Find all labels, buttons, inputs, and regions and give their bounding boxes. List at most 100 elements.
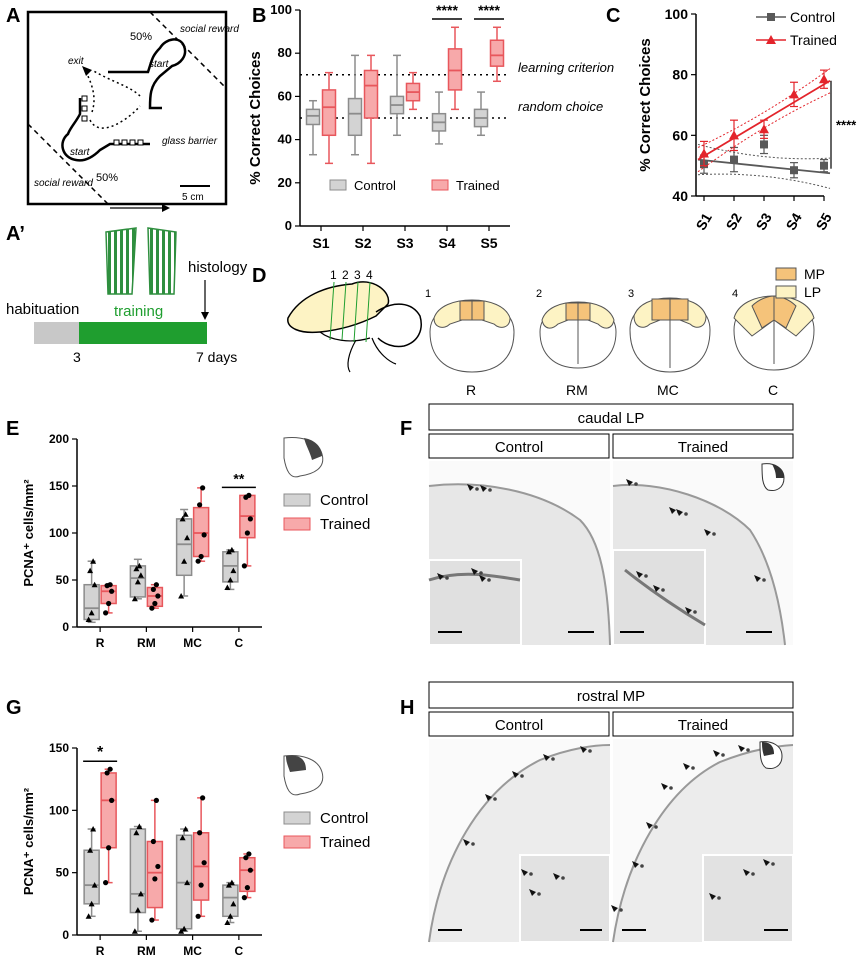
chartG-point-trained-2-2 [201,860,207,866]
chartB-ytick-label-1: 20 [278,175,292,190]
chartE-point-trained-1-3 [150,586,156,593]
chartB-ytick-label-0: 0 [285,218,292,233]
chartE-box-trained-0 [100,584,117,605]
micrograph-cell-16 [551,757,555,761]
micrograph-arrowhead-14 [485,794,492,801]
chart-g: 0 50 100 150 PCNA⁺ cells/mm² R RM MC C * [21,741,262,958]
chartE-point-trained-3-0 [241,563,247,569]
micrograph-arrowhead-17 [580,746,587,753]
chartE-box-control-0 [83,583,100,621]
micrograph-cell-19 [537,892,541,896]
chartE-ytick-label-2: 100 [49,526,69,540]
d-slice-name-3: MC [657,382,679,398]
h-control-box [428,711,610,737]
chartC-point-trained-2 [759,124,769,134]
chartE-y-label: PCNA⁺ cells/mm² [21,479,36,587]
chartE-point-control-3-1 [227,577,234,583]
chart-e: 0 50 100 150 200 PCNA⁺ cells/mm² R RM MC C ** [21,432,262,650]
chartC-y-label: % Correct Choices [637,38,654,171]
micrograph-cell-11 [661,588,665,592]
h-trained-label: Trained [678,717,728,734]
chartE-point-trained-2-4 [200,485,206,491]
c-legend-trained-marker [766,35,776,44]
micrograph-cell-10 [644,574,648,578]
timeline-histology: histology [188,259,248,276]
chartE-point-trained-2-0 [195,558,201,564]
micrograph-arrowhead-13 [463,839,470,846]
chartG-point-trained-1-0 [149,917,155,923]
chartG-point-trained-0-1 [106,845,112,851]
chartB-sig-label-1: **** [478,2,500,18]
chartG-point-control-3-4 [228,879,235,886]
d-legend-lp: LP [804,284,821,300]
c-legend-control-marker [767,13,775,21]
chartG-point-control-2-3 [179,834,186,841]
maze-pct-top: 50% [130,31,152,43]
chartE-point-control-0-3 [87,567,94,574]
chartC-point-trained-1 [729,130,739,140]
brain-sections [429,295,815,373]
chartB-ytick-label-5: 100 [270,2,292,17]
micrograph-cell-28 [717,896,721,900]
chartE-point-trained-2-2 [201,532,207,538]
chartG-point-trained-0-2 [109,797,115,803]
chartE-point-trained-0-2 [109,588,115,594]
h-trained-box [612,711,794,737]
micrograph-cell-18 [561,876,565,880]
chartE-point-trained-2-1 [198,553,204,560]
micrograph-cell-5 [634,482,638,486]
chartC-point-control-1 [730,155,738,164]
chartG-point-trained-1-1 [152,876,158,882]
micrograph-arrowhead-22 [646,822,653,829]
chartG-point-control-3-1 [227,913,234,919]
chartG-sig-label-0: * [97,744,104,761]
micrograph-cell-7 [684,512,688,516]
micrograph-arrowhead-23 [661,783,668,790]
chartG-point-control-0-1 [88,900,95,907]
panel-label-f: F [400,418,412,440]
chart-b: 0 20 40 60 80 100 % Correct Choices S1 S2 S3 S4 S5 *… [247,2,510,251]
chartG-point-control-2-1 [181,925,188,932]
chartE-point-control-1-0 [131,595,138,602]
chartC-point-trained-4 [819,74,829,84]
chartB-box-control-0 [305,108,321,126]
chartE-point-trained-2-3 [197,502,203,508]
chartG-point-trained-3-3 [243,855,249,861]
chartB-sig-label-0: **** [436,2,458,18]
d-section-num-1: 1 [330,268,337,282]
chartG-point-trained-0-4 [107,766,113,772]
f-micrograph-control [428,461,611,646]
chartG-ytick-label-3: 150 [49,741,69,755]
timeline-day-start: 3 [73,349,81,365]
chartG-point-trained-3-2 [247,867,253,873]
maze-diagram [26,10,228,206]
chartG-category-label-3: C [235,944,244,958]
chartB-category-label-4: S5 [480,235,497,251]
chartB-ytick-label-4: 80 [278,45,292,60]
d-legend-lp-swatch [775,285,797,299]
micrograph-arrowhead-12 [685,607,692,614]
chartE-point-trained-1-1 [152,600,158,607]
micrograph-arrowhead-24 [683,763,690,770]
e-legend-trained-swatch [283,517,311,531]
micrograph-cell-23 [669,786,673,790]
micrograph-arrowhead-25 [713,750,720,757]
chartE-point-control-1-1 [134,578,141,585]
maze-pct-bottom: 50% [96,172,118,184]
micrograph-cell-25 [721,753,725,757]
chartG-ytick-label-1: 50 [56,866,70,880]
chartG-point-trained-3-0 [241,895,247,901]
micrograph-cell-30 [771,862,775,866]
chartC-ytick-label-2: 80 [672,67,688,83]
micrograph-arrowhead-29 [743,869,750,876]
chartG-point-control-1-3 [133,829,140,836]
chartG-point-control-2-0 [178,928,185,934]
micrograph-cell-29 [751,872,755,876]
micrograph-arrowhead-1 [480,485,487,492]
chartB-y-label: % Correct Choices [247,51,264,184]
chartE-point-trained-0-4 [107,582,113,588]
micrograph-arrowhead-5 [626,479,633,486]
g-legend-control: Control [320,810,368,827]
micrograph-arrowhead-7 [676,509,683,516]
b-legend-control-swatch [329,179,347,191]
